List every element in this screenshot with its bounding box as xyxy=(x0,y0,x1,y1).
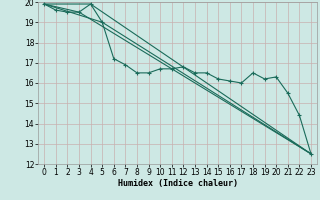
X-axis label: Humidex (Indice chaleur): Humidex (Indice chaleur) xyxy=(118,179,238,188)
